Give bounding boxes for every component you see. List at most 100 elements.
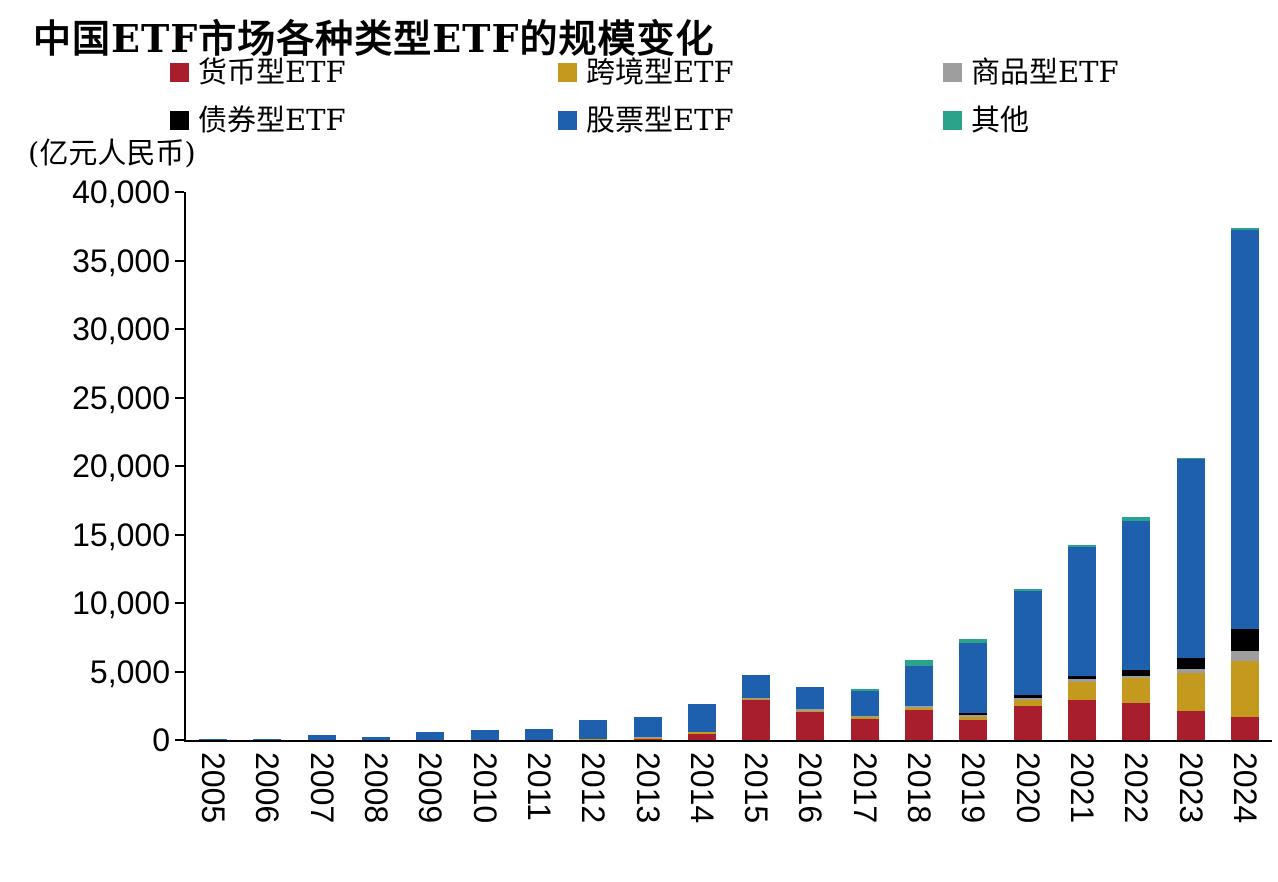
legend-swatch-bond-etf (170, 111, 189, 130)
bar-segment (1176, 457, 1205, 460)
x-axis-tick-label: 2016 (792, 752, 829, 824)
x-axis-tick-label: 2022 (1118, 752, 1155, 824)
y-axis-tick-label: 30,000 (72, 311, 170, 347)
bar-segment (199, 738, 228, 740)
bar-segment (959, 638, 988, 643)
x-axis-line (184, 740, 1272, 742)
x-axis-tick-label: 2011 (520, 752, 557, 821)
bar-segment (1122, 670, 1151, 676)
bar-segment (742, 700, 771, 740)
bar-segment (1013, 705, 1042, 740)
y-axis-tick-label: 40,000 (72, 174, 170, 210)
bar-segment (633, 737, 662, 739)
bar-segment (416, 731, 445, 740)
bar-segment (796, 708, 825, 711)
bar-segment (742, 674, 771, 698)
bar-segment (905, 666, 934, 706)
bar-segment (1122, 517, 1151, 521)
bar-segment (687, 733, 716, 740)
x-axis-tick-label: 2009 (412, 752, 449, 824)
x-axis-tick-label: 2014 (683, 752, 720, 824)
x-axis-tick-label: 2007 (303, 752, 340, 824)
y-axis-tick-mark (175, 739, 184, 741)
bar-segment (633, 717, 662, 737)
bar-segment (796, 687, 825, 709)
legend-label-commodity-etf: 商品型ETF (971, 55, 1119, 89)
bar-segment (850, 689, 879, 691)
y-axis-tick-label: 5,000 (89, 653, 170, 690)
bar-segment (959, 713, 988, 715)
y-axis-tick-mark (175, 533, 184, 536)
x-axis-tick-label: 2021 (1063, 752, 1100, 824)
bar-segment (850, 690, 879, 717)
x-axis-tick-label: 2024 (1226, 752, 1263, 824)
bar-segment (1013, 589, 1042, 592)
bar-segment (1067, 679, 1096, 683)
y-axis-tick-label: 35,000 (72, 242, 170, 279)
bar-segment (1176, 657, 1205, 669)
bar-segment (905, 659, 934, 667)
legend-item-bond-etf: 债券型ETF (170, 106, 346, 135)
x-axis-tick-label: 2008 (358, 752, 395, 824)
bar-segment (850, 715, 879, 718)
bar-segment (687, 704, 716, 732)
bar-segment (1013, 700, 1042, 706)
bar-segment (1013, 695, 1042, 698)
bar-segment (1176, 672, 1205, 712)
legend-item-commodity-etf: 商品型ETF (943, 58, 1119, 87)
legend-label-stock-etf: 股票型ETF (586, 103, 734, 137)
bar-segment (1122, 703, 1151, 740)
bar-segment (1013, 591, 1042, 696)
bar-segment (687, 730, 716, 733)
bar-segment (959, 642, 988, 714)
y-axis-line (184, 192, 186, 740)
plot-area: 0 5,000 10,000 15,000 20,000 25,000 30,000 35,0… (72, 174, 1272, 823)
bar-segment (524, 729, 553, 740)
bar-segment (1067, 700, 1096, 740)
bar-segment (1176, 459, 1205, 658)
bar-segment (959, 720, 988, 740)
bar-segment (1176, 668, 1205, 673)
x-axis-tick-label: 2023 (1172, 752, 1209, 824)
bar-segment (1067, 546, 1096, 677)
y-axis-tick-mark (175, 670, 184, 673)
bar-segment (1230, 650, 1259, 661)
bar-segment (905, 706, 934, 708)
bar-segment (1122, 520, 1151, 671)
bar-segment (959, 714, 988, 717)
bar-segment (633, 738, 662, 740)
legend-item-other: 其他 (943, 106, 1029, 135)
y-axis-tick-mark (175, 259, 184, 262)
bar-segment (1230, 230, 1259, 630)
legend-swatch-stock-etf (558, 111, 577, 130)
bar-segment (1230, 227, 1259, 231)
bar-segment (796, 710, 825, 712)
bar-segment (253, 738, 282, 740)
bar-segment (1067, 676, 1096, 680)
x-axis-tick-label: 2020 (1009, 752, 1046, 824)
x-axis-tick-label: 2019 (955, 752, 992, 824)
y-axis-tick-mark (175, 396, 184, 399)
x-axis-tick-label: 2018 (901, 752, 938, 824)
legend-item-money-etf: 货币型ETF (170, 58, 346, 87)
y-axis-tick-mark (175, 191, 184, 193)
bar-segment (1067, 544, 1096, 547)
y-axis-tick-label: 15,000 (72, 516, 170, 553)
x-axis-tick-label: 2015 (738, 752, 775, 824)
bar-segment (850, 717, 879, 720)
y-axis-tick-mark (175, 465, 184, 467)
chart-title: 中国ETF市场各种类型ETF的规模变化 (33, 16, 715, 61)
legend-label-bond-etf: 债券型ETF (198, 103, 346, 137)
bar-segment (959, 716, 988, 721)
bar-segment (579, 720, 608, 740)
y-axis-tick-mark (175, 602, 184, 604)
bar-segment (1122, 675, 1151, 679)
legend-swatch-commodity-etf (943, 63, 962, 82)
legend-swatch-other (943, 111, 962, 130)
y-axis-unit-label: (亿元人民币) (28, 136, 196, 170)
bar-segment (1013, 697, 1042, 701)
bar-segment (470, 730, 499, 740)
bar-segment (1067, 682, 1096, 701)
legend-label-other: 其他 (971, 103, 1030, 137)
bar-segment (742, 697, 771, 699)
